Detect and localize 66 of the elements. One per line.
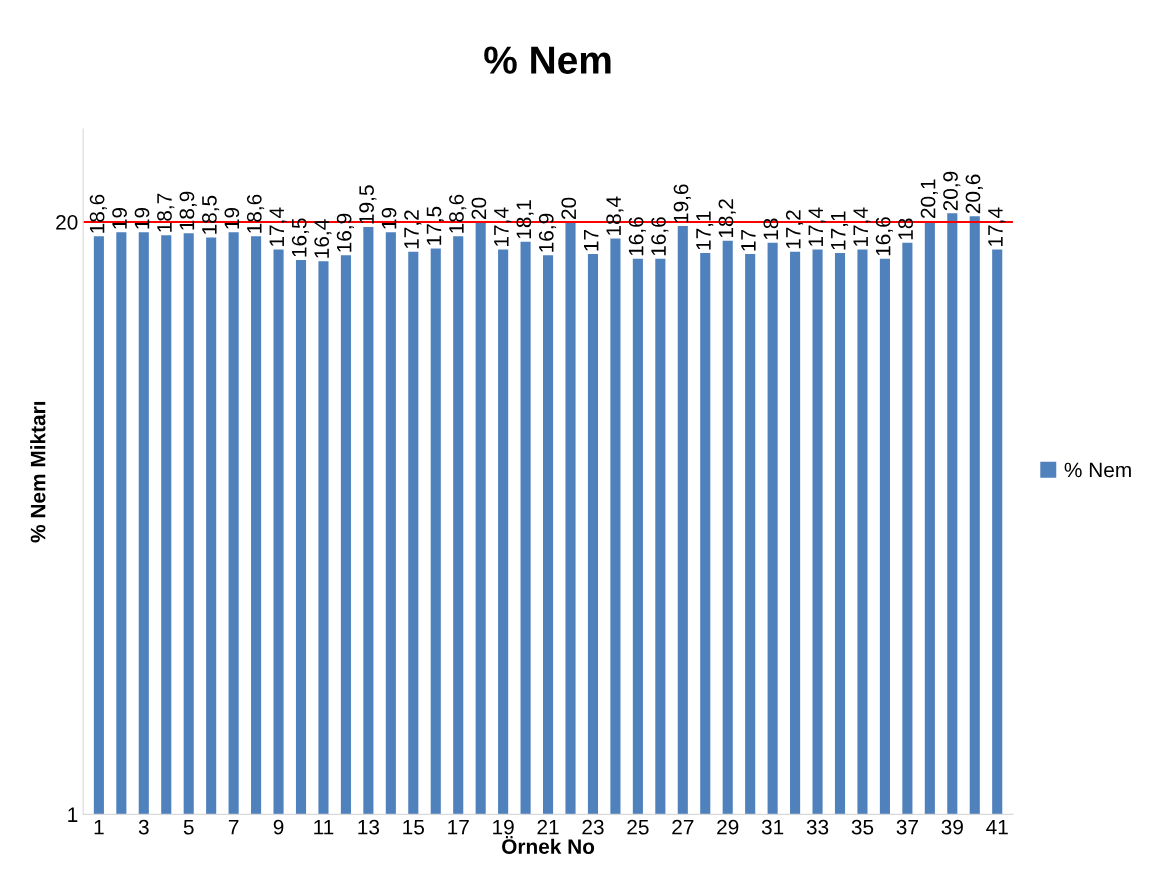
data-label: 20,6: [965, 174, 983, 214]
data-label: 18,2: [718, 199, 736, 238]
data-label: 17: [584, 230, 599, 251]
x-tick-label: 33: [806, 819, 829, 835]
x-tick-label: 29: [717, 819, 739, 835]
x-tick-label: 21: [537, 819, 559, 835]
data-label: 20,1: [920, 179, 938, 218]
x-tick-label: 5: [183, 819, 194, 835]
data-label: 20: [561, 197, 577, 219]
data-label: 16,9: [336, 213, 354, 252]
data-label: 17,2: [404, 210, 422, 249]
x-tick-label: 39: [941, 819, 963, 835]
x-tick-label: 7: [228, 819, 239, 835]
legend-label: % Nem: [1064, 462, 1131, 478]
data-label: 19: [224, 207, 240, 229]
data-label: 19,6: [673, 184, 691, 223]
data-label: 17,4: [808, 207, 826, 246]
x-tick-label: 27: [672, 819, 694, 835]
data-label: 19: [381, 207, 397, 229]
x-tick-label: 9: [273, 819, 284, 835]
data-label: 17,5: [426, 206, 444, 245]
data-label: 17,4: [988, 207, 1006, 246]
y-axis-title: % Nem Miktarı: [30, 401, 46, 543]
data-label: 17: [741, 230, 756, 251]
x-tick-label: 11: [314, 819, 334, 835]
data-label: 17,4: [853, 207, 871, 246]
x-tick-label: 1: [94, 819, 104, 835]
data-label: 18,4: [606, 196, 624, 235]
data-label: 16,6: [875, 217, 893, 256]
data-label: 20,9: [943, 171, 961, 211]
data-label: 18,7: [157, 193, 175, 232]
data-label: 18: [898, 218, 913, 240]
data-label: 20: [471, 197, 487, 219]
data-label: 18,6: [449, 194, 467, 233]
data-label: 18,9: [179, 191, 197, 230]
data-label: 17,4: [494, 207, 512, 246]
data-label: 19,5: [359, 185, 377, 224]
data-label: 18,6: [89, 194, 107, 233]
data-label: 18: [763, 218, 779, 240]
data-label: 17,1: [696, 211, 714, 250]
data-label: 19: [134, 207, 150, 229]
data-label: 17,4: [269, 207, 287, 246]
data-label: 16,6: [628, 217, 646, 256]
x-axis-title: Örnek No: [502, 835, 595, 854]
data-label: 16,5: [291, 218, 310, 257]
x-tick-label: 37: [896, 819, 918, 835]
x-tick-label: 13: [358, 819, 380, 835]
data-label: 16,6: [651, 217, 669, 256]
data-label: 16,4: [314, 219, 332, 258]
x-tick-label: 19: [493, 819, 514, 835]
data-label: 16,9: [538, 213, 557, 252]
x-tick-label: 23: [582, 819, 604, 835]
data-label: 17,1: [831, 211, 849, 250]
data-label: 18,6: [246, 194, 265, 233]
data-label: 19: [112, 207, 127, 229]
x-tick-label: 15: [403, 819, 425, 835]
x-tick-label: 25: [627, 819, 649, 835]
chart-title: % Nem: [484, 46, 611, 74]
data-label: 18,1: [516, 200, 534, 239]
data-label: 17,2: [785, 210, 804, 249]
x-tick-label: 35: [851, 819, 874, 835]
x-tick-label: 17: [448, 819, 469, 835]
data-label: 18,5: [202, 195, 220, 234]
x-tick-label: 31: [761, 819, 784, 835]
x-tick-label: 3: [138, 819, 149, 835]
x-tick-label: 41: [986, 819, 1008, 835]
